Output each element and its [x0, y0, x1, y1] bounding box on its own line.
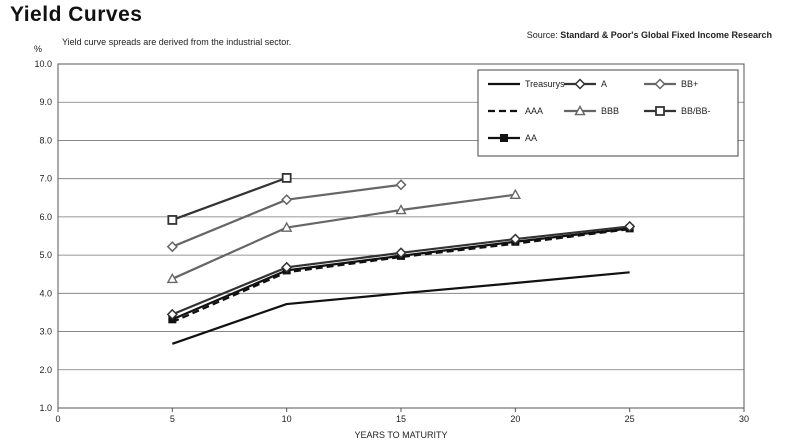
- legend-label-treasurys: Treasurys: [525, 79, 565, 89]
- y-tick-label-3: 4.0: [39, 288, 52, 298]
- x-tick-label-5: 25: [625, 414, 635, 424]
- y-tick-label-0: 1.0: [39, 403, 52, 413]
- data-point-a-2: [395, 247, 407, 259]
- legend-box: [477, 69, 739, 157]
- data-point-a-4: [624, 220, 636, 233]
- y-tick-label-4: 5.0: [39, 250, 52, 260]
- legend-label-bb-: BB+: [681, 79, 698, 89]
- series-line-bbb: [171, 193, 516, 280]
- y-tick-label-1: 2.0: [39, 365, 52, 375]
- legend-label-aaa: AAA: [525, 106, 543, 116]
- series-line-treasurys: [171, 271, 630, 345]
- x-tick-label-3: 15: [396, 414, 406, 424]
- data-point-a-0: [166, 308, 178, 320]
- legend-label-a: A: [601, 79, 607, 89]
- data-point-bb--1: [281, 194, 293, 206]
- y-tick-label-6: 7.0: [39, 174, 52, 184]
- data-point-a-1: [281, 261, 293, 273]
- data-point-bbb-0: [166, 272, 179, 284]
- data-point-bb--0: [166, 241, 178, 253]
- legend-label-bb-bb-: BB/BB-: [681, 106, 711, 116]
- legend-label-bbb: BBB: [601, 106, 619, 116]
- y-tick-label-9: 10.0: [34, 59, 52, 69]
- data-point-bb-bb--0: [167, 215, 178, 225]
- x-axis-label: YEARS TO MATURITY: [354, 430, 447, 440]
- x-tick-label-1: 5: [170, 414, 175, 424]
- source-name: Standard & Poor's Global Fixed Income Re…: [560, 30, 772, 40]
- source-label: Source:: [526, 30, 558, 40]
- data-point-bb-bb--1: [281, 173, 292, 183]
- series-line-aaa: [171, 228, 630, 324]
- series-line-bb-bb-: [171, 176, 288, 221]
- legend-marker-a: [574, 78, 586, 90]
- data-point-a-3: [509, 233, 521, 245]
- data-point-bbb-3: [509, 188, 522, 200]
- x-tick-label-6: 30: [739, 414, 749, 424]
- data-point-bbb-1: [280, 221, 293, 232]
- series-line-a: [171, 225, 630, 316]
- legend-marker-bb-bb-: [655, 106, 665, 116]
- y-axis-label: %: [34, 44, 42, 54]
- data-point-bbb-2: [395, 204, 407, 215]
- series-line-aa: [171, 227, 630, 321]
- y-tick-label-8: 9.0: [39, 97, 52, 107]
- x-tick-label-2: 10: [282, 414, 292, 424]
- legend-marker-bbb: [574, 105, 586, 116]
- data-point-bb--2: [395, 179, 407, 191]
- source-note: Source: Standard & Poor's Global Fixed I…: [527, 30, 772, 40]
- x-tick-label-4: 20: [510, 414, 520, 424]
- y-tick-label-2: 3.0: [39, 327, 52, 337]
- legend-marker-bb-: [654, 78, 666, 90]
- y-tick-label-7: 8.0: [39, 135, 52, 145]
- chart-title: Yield Curves: [10, 3, 143, 26]
- legend-marker-aa: [500, 134, 508, 142]
- chart-subtitle: Yield curve spreads are derived from the…: [62, 37, 292, 47]
- legend-label-aa: AA: [525, 133, 537, 143]
- x-tick-label-0: 0: [55, 414, 60, 424]
- y-tick-label-5: 6.0: [39, 212, 52, 222]
